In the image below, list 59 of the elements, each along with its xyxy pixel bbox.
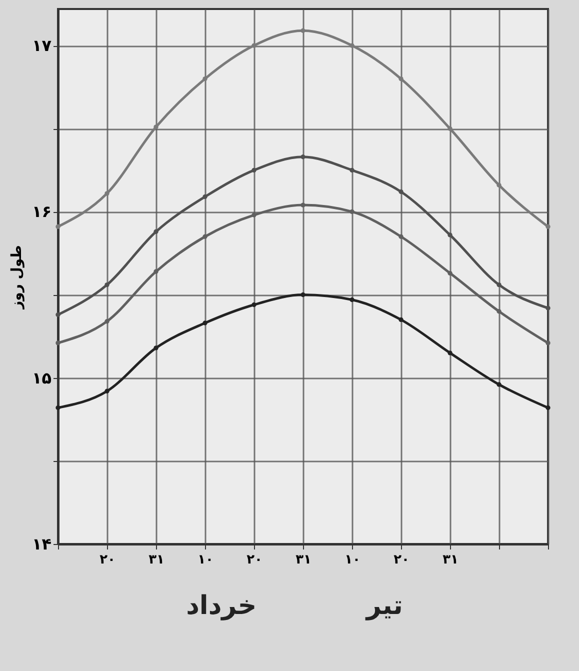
point (56, 224, 60, 229)
point (350, 168, 354, 173)
text: خرداد (186, 591, 257, 621)
point (202, 194, 208, 200)
point (56, 312, 60, 318)
point (496, 382, 502, 387)
point (252, 168, 256, 173)
point (546, 306, 550, 310)
y-axis-title: طول روز (8, 245, 25, 310)
point (496, 282, 502, 288)
y-tick-label: ۱۴ (32, 534, 52, 554)
point (398, 76, 404, 82)
y-tick-label: ۱۵ (32, 368, 52, 388)
point (154, 346, 158, 350)
point (202, 320, 208, 326)
text: تیر (364, 591, 403, 621)
x-tick-label: ۳۱ (148, 552, 164, 568)
point (448, 270, 452, 276)
point (496, 182, 502, 188)
point (56, 405, 60, 410)
x-tick-label: ۲۰ (100, 552, 116, 568)
point (300, 202, 306, 208)
point (154, 269, 158, 274)
point (300, 292, 306, 298)
point (300, 28, 306, 33)
x-tick-label: ۱۰ (198, 552, 214, 568)
x-tick-label: ۳۱ (296, 552, 312, 568)
point (252, 43, 256, 48)
x-tick-label: ۱۰ (344, 552, 360, 568)
point (202, 234, 208, 239)
x-tick-label: ۲۰ (246, 552, 262, 568)
point (350, 297, 354, 302)
x-tick-label: ۳۱ (442, 552, 458, 568)
point (350, 43, 354, 48)
point (252, 212, 256, 218)
point (546, 340, 550, 346)
y-tick-label: ۱۷ (32, 36, 52, 56)
point (104, 191, 110, 196)
point (300, 154, 306, 160)
point (546, 405, 550, 410)
point (350, 209, 354, 214)
point (154, 229, 158, 234)
point (104, 282, 110, 288)
point (448, 350, 452, 356)
point (104, 319, 110, 324)
point (202, 76, 208, 82)
point (398, 317, 404, 322)
y-tick-label: ۱۶ (32, 202, 52, 222)
point (154, 124, 158, 130)
point (56, 340, 60, 346)
point (546, 224, 550, 229)
x-tick-label: ۲۰ (394, 552, 410, 568)
point (398, 189, 404, 194)
point (104, 388, 110, 394)
point (252, 302, 256, 308)
point (448, 126, 452, 131)
point (496, 309, 502, 314)
point (398, 234, 404, 239)
point (448, 232, 452, 238)
